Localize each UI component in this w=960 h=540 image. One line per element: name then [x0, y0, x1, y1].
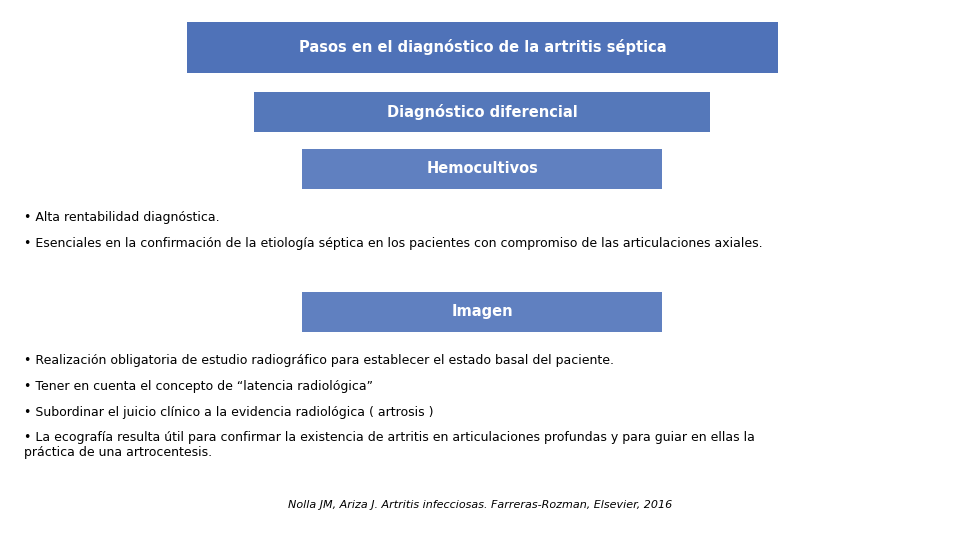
Text: Hemocultivos: Hemocultivos [426, 161, 539, 176]
Text: • Alta rentabilidad diagnóstica.: • Alta rentabilidad diagnóstica. [24, 211, 220, 224]
Text: • Esenciales en la confirmación de la etiología séptica en los pacientes con com: • Esenciales en la confirmación de la et… [24, 237, 762, 249]
Text: Imagen: Imagen [451, 305, 514, 319]
Text: • La ecografía resulta útil para confirmar la existencia de artritis en articula: • La ecografía resulta útil para confirm… [24, 431, 755, 460]
FancyBboxPatch shape [254, 92, 710, 132]
Text: • Subordinar el juicio clínico a la evidencia radiológica ( artrosis ): • Subordinar el juicio clínico a la evid… [24, 406, 434, 419]
Text: • Realización obligatoria de estudio radiográfico para establecer el estado basa: • Realización obligatoria de estudio rad… [24, 354, 614, 367]
Text: Nolla JM, Ariza J. Artritis infecciosas. Farreras-Rozman, Elsevier, 2016: Nolla JM, Ariza J. Artritis infecciosas.… [288, 500, 672, 510]
Text: Diagnóstico diferencial: Diagnóstico diferencial [387, 104, 578, 120]
FancyBboxPatch shape [302, 148, 662, 189]
Text: Pasos en el diagnóstico de la artritis séptica: Pasos en el diagnóstico de la artritis s… [299, 39, 666, 55]
Text: • Tener en cuenta el concepto de “latencia radiológica”: • Tener en cuenta el concepto de “latenc… [24, 380, 373, 393]
FancyBboxPatch shape [302, 292, 662, 332]
FancyBboxPatch shape [187, 22, 778, 73]
